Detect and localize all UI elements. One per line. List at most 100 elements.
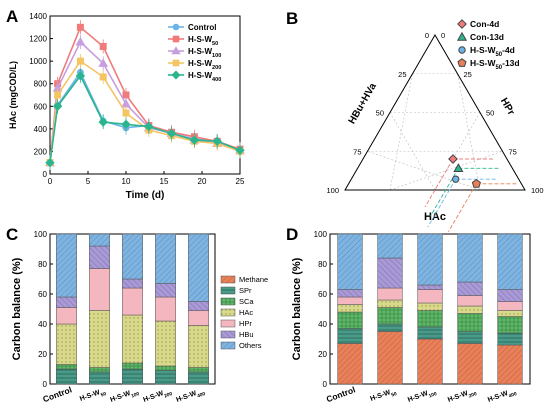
ternary-point	[452, 175, 460, 183]
legend-label: Methane	[239, 275, 268, 284]
panel-label-c: C	[6, 225, 18, 244]
grid-line	[367, 150, 481, 191]
left-tick-label: 0	[425, 31, 429, 40]
y-axis-title: Carbon balance (%)	[11, 257, 23, 360]
legend-swatch	[220, 286, 236, 295]
y-tick-label: 0	[43, 380, 48, 389]
category-label: H-S-W100	[109, 387, 140, 406]
bar-segment	[122, 314, 143, 364]
bar-segment	[89, 233, 110, 247]
right-tick-label: 100	[531, 186, 544, 195]
y-tick-label: 20	[318, 350, 327, 359]
bar-segment	[89, 310, 110, 368]
bar-segment	[417, 310, 443, 328]
data-point	[75, 36, 86, 46]
bar-segment	[188, 233, 209, 302]
category-label: H-S-W400	[487, 387, 518, 406]
bar-segment	[155, 296, 176, 322]
data-point	[99, 42, 107, 50]
legend-marker	[456, 31, 468, 41]
legend-label: H-S-W50-13d	[470, 58, 520, 71]
legend-swatch	[220, 308, 236, 317]
category-label: H-S-W50	[79, 387, 107, 405]
data-point	[98, 58, 109, 67]
bar-segment	[188, 325, 209, 368]
series-line	[49, 74, 241, 163]
x-axis-title: Time (d)	[126, 190, 165, 201]
data-point	[76, 23, 84, 31]
grid-line	[434, 112, 481, 191]
y-tick-label: 0	[323, 380, 328, 389]
ternary-point	[453, 163, 464, 172]
y-tick-label: 200	[34, 147, 48, 156]
category-label: H-S-W200	[142, 387, 173, 406]
legend-marker	[458, 46, 466, 54]
data-point	[45, 158, 55, 168]
bar-segment	[497, 289, 523, 302]
legend-label: HPr	[239, 319, 252, 328]
category-label: H-S-W400	[175, 387, 206, 406]
bar-segment	[188, 310, 209, 326]
y-tick-label: 60	[318, 290, 327, 299]
y-tick-label: 400	[34, 125, 48, 134]
legend-label: Con-4d	[470, 19, 499, 29]
legend-label: H-S-W50	[188, 35, 218, 47]
legend-label: HAc	[239, 308, 253, 317]
bar-segment	[56, 233, 77, 298]
guide-line	[424, 158, 454, 208]
left-tick-label: 75	[353, 147, 361, 156]
bar-segment	[155, 283, 176, 298]
bar-segment	[377, 323, 403, 332]
bar-segment	[417, 338, 443, 385]
panel-label-d: D	[286, 225, 298, 244]
ternary-left-axis-title: HBu+HVa	[347, 81, 379, 126]
data-point	[75, 71, 86, 81]
legend-marker	[172, 23, 180, 31]
legend-label: Others	[239, 341, 262, 350]
y-tick-label: 100	[314, 230, 328, 239]
data-point	[121, 99, 131, 108]
data-point	[52, 101, 63, 111]
y-tick-label: 20	[38, 350, 47, 359]
guide-line	[448, 183, 477, 233]
bar-segment	[457, 281, 483, 296]
legend-swatch	[220, 275, 236, 284]
x-tick-label: 25	[236, 177, 245, 186]
x-tick-label: 10	[122, 177, 131, 186]
bar-segment	[377, 299, 403, 308]
bar-segment	[377, 307, 403, 325]
legend-label: SCa	[239, 297, 254, 306]
bar-segment	[56, 323, 77, 365]
bar-segment	[457, 331, 483, 344]
triangle-frame	[344, 34, 526, 191]
bar-segment	[457, 305, 483, 314]
y-tick-label: 80	[38, 260, 47, 269]
y-tick-label: 80	[318, 260, 327, 269]
legend-marker	[172, 59, 180, 67]
bar-segment	[155, 370, 176, 385]
bar-segment	[337, 304, 363, 313]
legend-swatch	[220, 297, 236, 306]
bar-segment	[56, 307, 77, 325]
data-point	[121, 119, 131, 130]
bar-segment	[457, 233, 483, 283]
bar-segment	[337, 233, 363, 290]
bar-segment	[188, 301, 209, 311]
panel-label-b: B	[286, 9, 298, 28]
left-tick-label: 25	[398, 70, 406, 79]
category-label: H-S-W100	[407, 387, 438, 406]
legend-label: Control	[188, 23, 216, 32]
right-tick-label: 25	[464, 70, 472, 79]
grid-line	[389, 112, 436, 191]
bar-segment	[497, 344, 523, 385]
legend-label: H-S-W50-4d	[470, 45, 515, 58]
plot-frame	[49, 15, 241, 175]
right-tick-label: 50	[486, 109, 494, 118]
ternary-bottom-axis-title: HAc	[424, 211, 446, 223]
bar-segment	[417, 284, 443, 290]
bar-segment	[122, 362, 143, 370]
bar-segment	[122, 368, 143, 385]
y-axis-title: Carbon balance (%)	[291, 257, 303, 360]
